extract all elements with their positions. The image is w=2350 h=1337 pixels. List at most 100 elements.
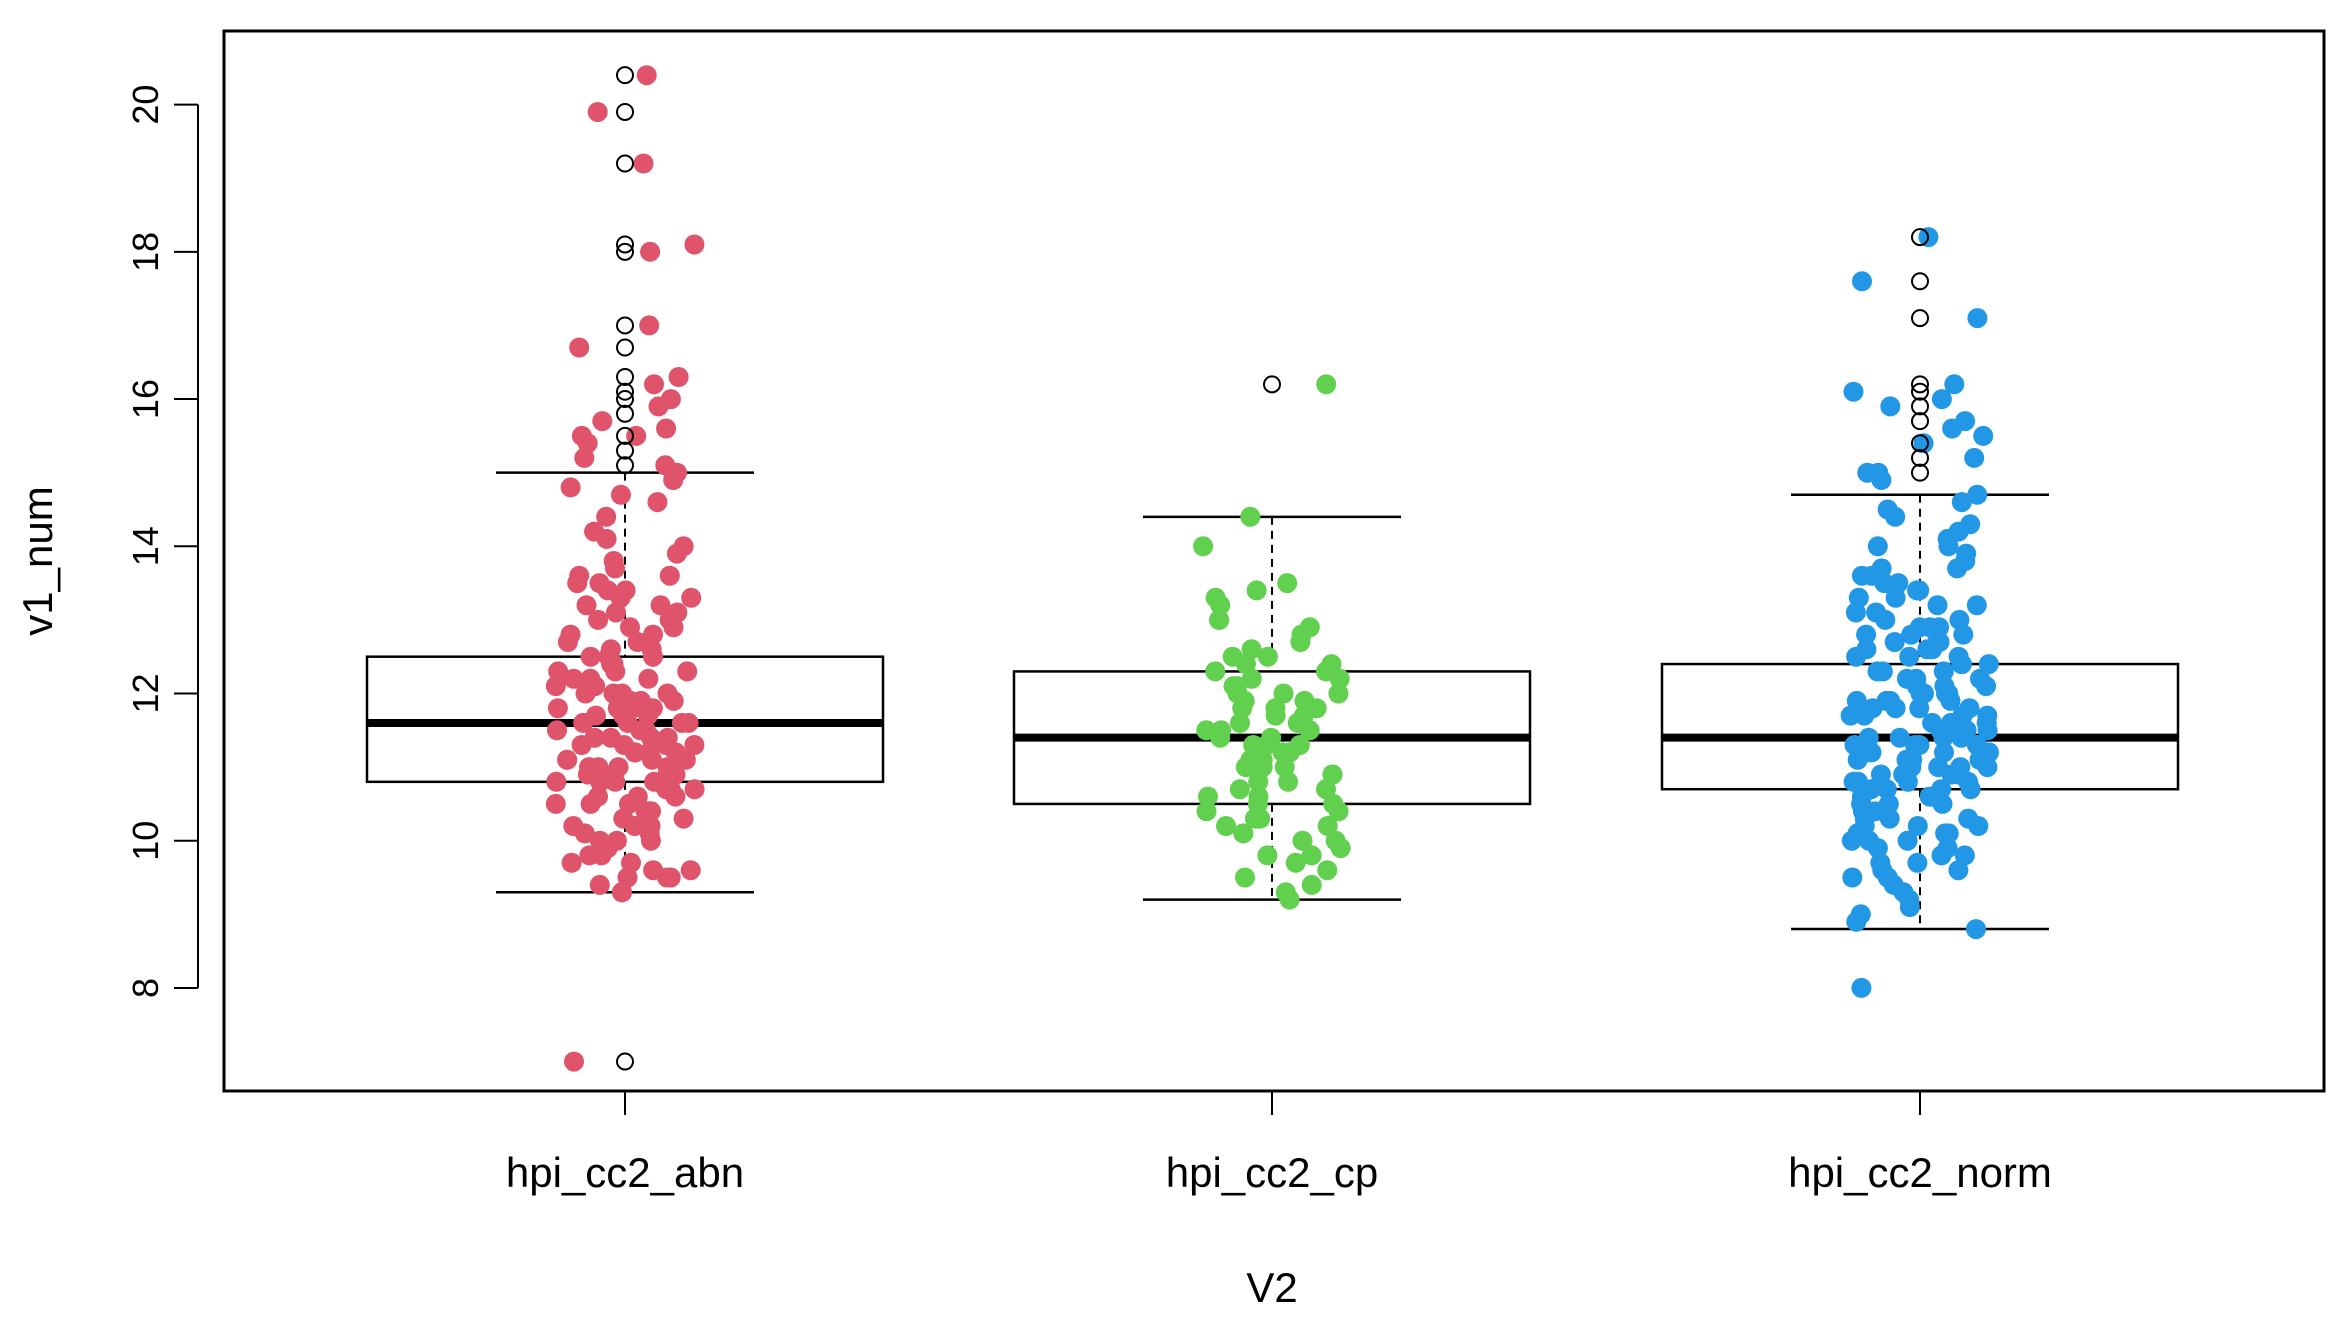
data-point bbox=[659, 565, 680, 586]
data-point bbox=[571, 735, 592, 755]
data-point bbox=[1967, 484, 1988, 505]
outlier-point bbox=[616, 441, 634, 460]
data-point bbox=[1867, 838, 1888, 859]
y-tick-label: 12 bbox=[125, 673, 166, 713]
outlier-point bbox=[616, 367, 634, 386]
data-point bbox=[1967, 308, 1988, 329]
data-point bbox=[638, 668, 659, 689]
data-point bbox=[557, 749, 578, 770]
data-point bbox=[1942, 418, 1963, 439]
data-point bbox=[1329, 668, 1350, 689]
data-point bbox=[564, 1051, 584, 1072]
data-point bbox=[1328, 683, 1349, 704]
data-point bbox=[560, 477, 581, 498]
data-point bbox=[1244, 808, 1265, 829]
data-point bbox=[1285, 852, 1306, 873]
data-point bbox=[1230, 712, 1250, 733]
data-point bbox=[1973, 425, 1994, 446]
data-point bbox=[1944, 374, 1965, 395]
data-point bbox=[1246, 580, 1267, 601]
data-point bbox=[1301, 874, 1322, 895]
data-point bbox=[596, 506, 617, 527]
data-point bbox=[1235, 757, 1256, 778]
data-point bbox=[636, 65, 657, 86]
data-point bbox=[1851, 565, 1872, 586]
data-point bbox=[1889, 727, 1910, 748]
outlier-point bbox=[1911, 397, 1929, 416]
data-point bbox=[1257, 646, 1278, 667]
outlier-point bbox=[1911, 434, 1929, 453]
y-tick-label: 10 bbox=[125, 821, 166, 861]
data-point bbox=[580, 793, 601, 814]
data-point bbox=[1843, 771, 1864, 792]
data-point bbox=[591, 845, 612, 866]
data-point bbox=[1265, 705, 1286, 726]
data-point bbox=[573, 712, 594, 733]
x-tick-label: hpi_cc2_abn bbox=[506, 1149, 744, 1196]
outlier-point bbox=[616, 1052, 634, 1071]
data-point bbox=[1875, 609, 1896, 630]
data-point bbox=[1210, 595, 1231, 616]
outlier-point bbox=[616, 390, 634, 409]
data-point bbox=[1851, 977, 1872, 998]
data-point bbox=[1257, 845, 1278, 866]
data-point bbox=[1290, 632, 1311, 652]
outlier-point bbox=[616, 102, 634, 121]
data-point bbox=[1229, 779, 1250, 800]
data-point bbox=[545, 793, 566, 814]
outlier-point bbox=[616, 404, 634, 423]
data-point bbox=[1951, 727, 1972, 748]
data-point bbox=[1198, 786, 1218, 807]
data-point bbox=[545, 676, 566, 697]
data-point bbox=[1279, 889, 1300, 910]
data-point bbox=[1235, 867, 1255, 888]
x-axis-title: V2 bbox=[1246, 1264, 1297, 1311]
data-point bbox=[547, 698, 568, 719]
data-point bbox=[684, 234, 705, 255]
data-point bbox=[1940, 690, 1961, 711]
data-point bbox=[1948, 860, 1969, 881]
data-point bbox=[684, 779, 705, 800]
data-point bbox=[1931, 389, 1952, 410]
data-point bbox=[567, 573, 588, 594]
data-point bbox=[1938, 536, 1959, 557]
data-point bbox=[640, 830, 661, 851]
outlier-point bbox=[616, 338, 634, 357]
data-point bbox=[1330, 838, 1351, 859]
data-point bbox=[1885, 587, 1906, 608]
data-point bbox=[1885, 506, 1906, 527]
data-point bbox=[668, 367, 689, 387]
data-point bbox=[589, 874, 610, 895]
data-point bbox=[1846, 911, 1867, 932]
data-point bbox=[1317, 816, 1338, 836]
data-point bbox=[1897, 771, 1918, 792]
y-tick-label: 16 bbox=[125, 379, 166, 419]
data-point bbox=[1909, 698, 1930, 719]
y-tick-label: 14 bbox=[125, 526, 166, 566]
data-point bbox=[663, 617, 684, 638]
jitter-points bbox=[545, 65, 1999, 1072]
data-point bbox=[680, 860, 701, 881]
data-point bbox=[620, 617, 640, 638]
data-point bbox=[1917, 639, 1938, 660]
outlier-point bbox=[616, 456, 634, 475]
data-point bbox=[1932, 793, 1953, 814]
data-point bbox=[1907, 852, 1928, 873]
data-point bbox=[643, 646, 663, 667]
outlier-point bbox=[616, 426, 634, 445]
x-tick-label: hpi_cc2_norm bbox=[1788, 1149, 2052, 1196]
data-point bbox=[1947, 558, 1968, 579]
data-point bbox=[1867, 661, 1888, 682]
data-point bbox=[590, 771, 611, 792]
data-point bbox=[657, 867, 677, 888]
outlier-point bbox=[616, 154, 634, 173]
data-point bbox=[547, 720, 567, 741]
data-point bbox=[1951, 492, 1972, 513]
data-point bbox=[1953, 624, 1974, 645]
data-point bbox=[1968, 816, 1989, 836]
data-point bbox=[1328, 801, 1349, 822]
data-point bbox=[1899, 646, 1920, 667]
outlier-point bbox=[616, 382, 634, 401]
data-point bbox=[1842, 867, 1863, 888]
data-point bbox=[650, 595, 671, 616]
